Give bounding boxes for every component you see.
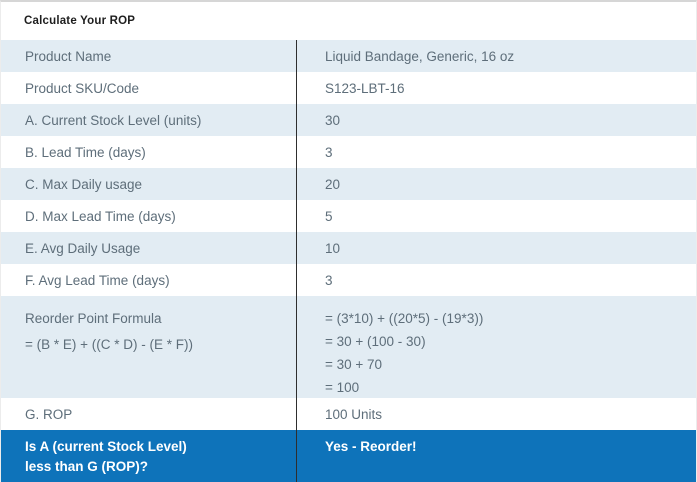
row-value: S123-LBT-16 [296,72,696,104]
formula-label-line1: Reorder Point Formula [25,311,162,326]
row-label: E. Avg Daily Usage [25,240,141,256]
table-row-decision: Is A (current Stock Level) less than G (… [1,430,696,482]
formula-label: Reorder Point Formula = (B * E) + ((C * … [1,296,296,398]
row-value: 20 [296,168,696,200]
decision-label: Is A (current Stock Level) less than G (… [1,430,296,482]
table-header: Calculate Your ROP [1,2,696,40]
table-row-current-stock: A. Current Stock Level (units) 30 [1,104,696,136]
formula-step: = 30 + 70 [325,357,383,372]
table-title: Calculate Your ROP [24,15,136,27]
table-row-formula: Reorder Point Formula = (B * E) + ((C * … [1,296,696,398]
formula-steps: = (3*10) + ((20*5) - (19*3)) = 30 + (100… [296,296,696,398]
formula-label-line2: = (B * E) + ((C * D) - (E * F)) [25,337,194,352]
table-row-avg-daily-usage: E. Avg Daily Usage 10 [1,232,696,264]
row-label: A. Current Stock Level (units) [25,112,202,128]
row-value: 3 [296,136,696,168]
decision-label-line2: less than G (ROP)? [25,459,149,474]
table-row-max-lead-time: D. Max Lead Time (days) 5 [1,200,696,232]
row-label: C. Max Daily usage [25,176,143,192]
decision-value: Yes - Reorder! [296,430,696,482]
row-value: Liquid Bandage, Generic, 16 oz [296,40,696,72]
formula-step: = 30 + (100 - 30) [325,334,426,349]
table-row-rop: G. ROP 100 Units [1,398,696,430]
table-row-product-sku: Product SKU/Code S123-LBT-16 [1,72,696,104]
row-value: 30 [296,104,696,136]
row-label: D. Max Lead Time (days) [25,208,176,224]
row-label: F. Avg Lead Time (days) [25,272,170,288]
row-value: 3 [296,264,696,296]
row-label: Product SKU/Code [25,80,140,96]
row-value: 10 [296,232,696,264]
row-value: 100 Units [296,398,696,430]
decision-label-line1: Is A (current Stock Level) [25,439,187,454]
row-label: B. Lead Time (days) [25,144,146,160]
table-row-max-daily-usage: C. Max Daily usage 20 [1,168,696,200]
table-row-avg-lead-time: F. Avg Lead Time (days) 3 [1,264,696,296]
formula-step: = (3*10) + ((20*5) - (19*3)) [325,311,484,326]
formula-step: = 100 [325,380,360,395]
row-label: G. ROP [25,406,73,422]
row-label: Product Name [25,48,112,64]
table-row-product-name: Product Name Liquid Bandage, Generic, 16… [1,40,696,72]
decision-answer: Yes - Reorder! [325,439,417,454]
table-row-lead-time: B. Lead Time (days) 3 [1,136,696,168]
row-value: 5 [296,200,696,232]
